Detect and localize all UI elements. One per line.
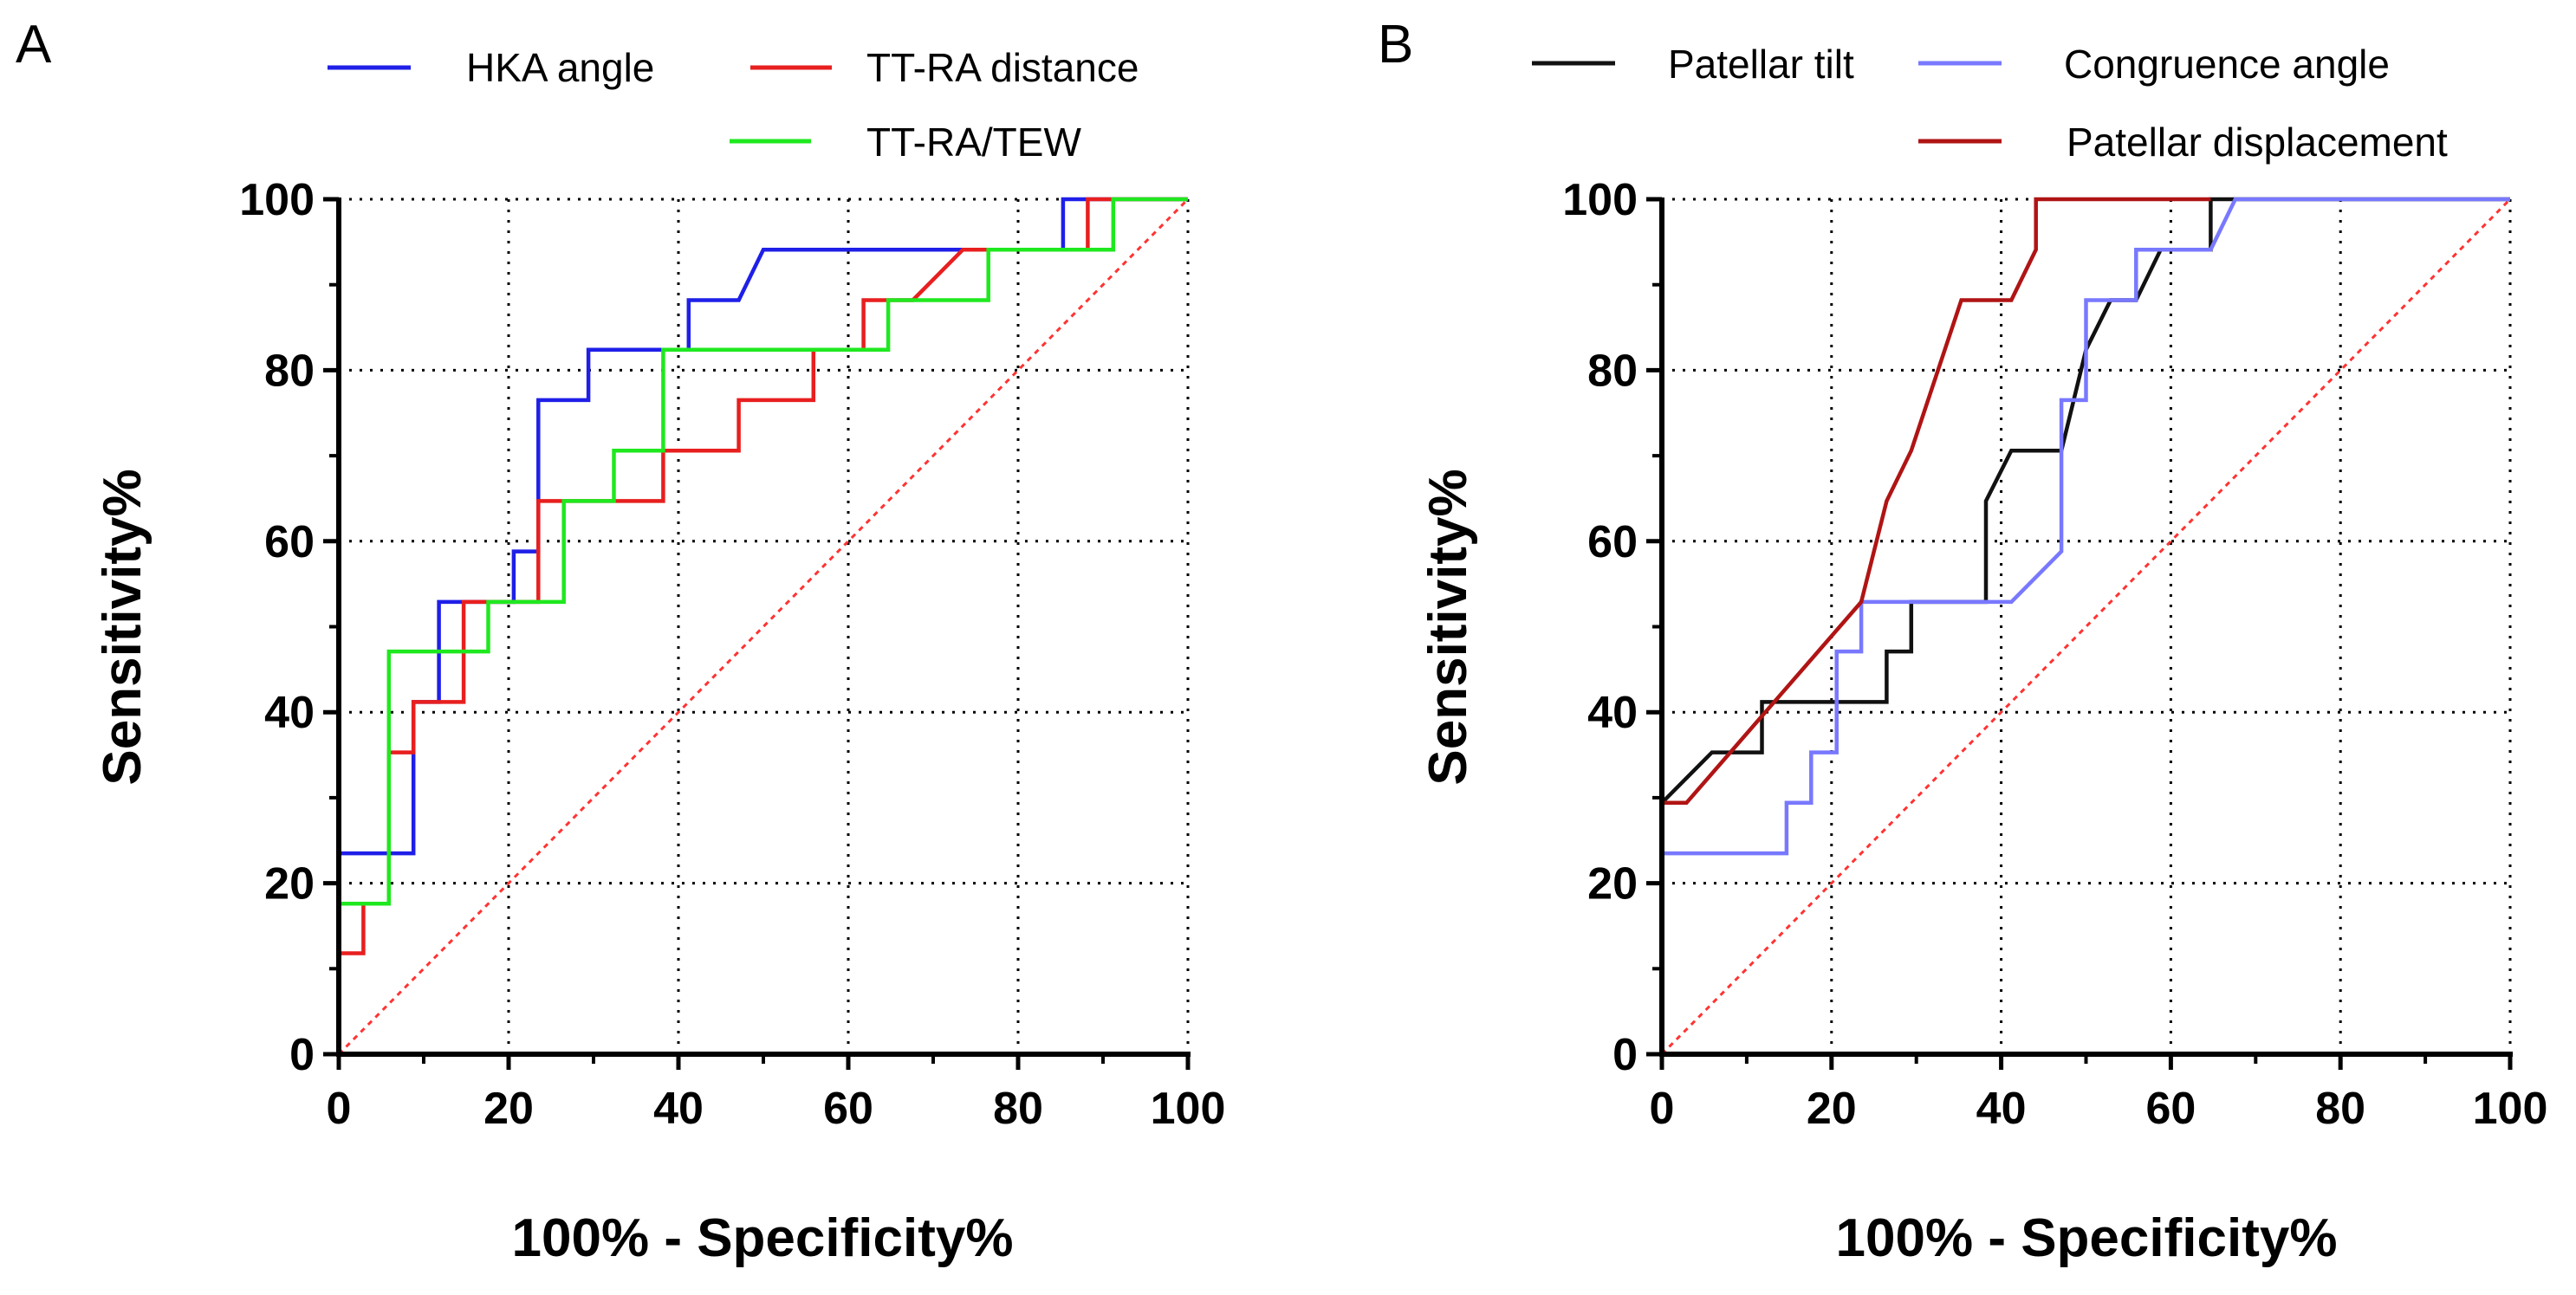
- y-tick-label-b-5: 100: [1562, 175, 1638, 225]
- y-tick-label-a-3: 60: [264, 517, 315, 567]
- diagonal-reference-line-b: [1660, 197, 2512, 1056]
- reference-line-a: [337, 197, 1190, 1056]
- panel-label-a: A: [16, 15, 52, 74]
- x-axis-title-b: 100% - Specificity%: [1836, 1208, 2338, 1268]
- panel-a: A HKA angle TT-RA distance TT-RA/TEW 0 20…: [16, 15, 1225, 1268]
- x-tick-label-b-2: 40: [1976, 1084, 2027, 1134]
- x-tick-label-a-4: 80: [993, 1084, 1043, 1134]
- legend-label-congruence: Congruence angle: [2064, 42, 2390, 87]
- x-tick-label-a-2: 40: [653, 1084, 704, 1134]
- y-tick-label-a-0: 0: [289, 1030, 315, 1080]
- grid-b: [1662, 197, 2512, 1054]
- x-tick-label-a-1: 20: [483, 1084, 534, 1134]
- y-tick-label-b-0: 0: [1612, 1030, 1638, 1080]
- series-line-b-congruence-angle: [1662, 197, 2510, 856]
- y-axis-title-a: Sensitivity%: [93, 469, 152, 785]
- legend-label-ttratew: TT-RA/TEW: [866, 120, 1081, 165]
- legend-label-hka: HKA angle: [466, 45, 654, 90]
- y-tick-label-a-2: 40: [264, 688, 315, 738]
- y-tick-label-b-4: 80: [1587, 346, 1638, 396]
- x-tick-label-b-4: 80: [2315, 1084, 2365, 1134]
- ticks-b: 0 20 40 60 80 100 0 20 40 60 80 100: [1562, 175, 2547, 1134]
- series-a: [336, 197, 1188, 1054]
- diagonal-reference-line-a: [337, 197, 1190, 1056]
- reference-line-b: [1660, 197, 2512, 1056]
- grid-a: [339, 197, 1190, 1054]
- legend-label-tilt: Patellar tilt: [1668, 42, 1854, 87]
- y-tick-label-b-3: 60: [1587, 517, 1638, 567]
- x-tick-label-a-3: 60: [823, 1084, 873, 1134]
- x-tick-label-b-1: 20: [1807, 1084, 1857, 1134]
- x-axis-title-a: 100% - Specificity%: [512, 1208, 1014, 1268]
- y-tick-label-b-2: 40: [1587, 688, 1638, 738]
- y-tick-label-b-1: 20: [1587, 859, 1638, 910]
- legend-label-displacement: Patellar displacement: [2067, 120, 2448, 165]
- y-tick-label-a-1: 20: [264, 859, 315, 910]
- ticks-a: 0 20 40 60 80 100 0 20 40 60 80 100: [239, 175, 1225, 1134]
- x-tick-label-b-5: 100: [2473, 1084, 2548, 1134]
- x-tick-label-b-0: 0: [1650, 1084, 1675, 1134]
- legend-a: HKA angle TT-RA distance TT-RA/TEW: [328, 45, 1139, 165]
- panel-b: B Patellar tilt Congruence angle Patella…: [1378, 15, 2547, 1268]
- legend-b: Patellar tilt Congruence angle Patellar …: [1532, 42, 2448, 165]
- series-line-a-tt-ra-tew: [336, 197, 1188, 1054]
- series-line-b-patellar-displacement: [1662, 197, 2211, 806]
- x-tick-label-a-5: 100: [1151, 1084, 1226, 1134]
- x-tick-label-a-0: 0: [327, 1084, 352, 1134]
- x-tick-label-b-3: 60: [2145, 1084, 2196, 1134]
- legend-label-ttra: TT-RA distance: [866, 45, 1139, 90]
- y-axis-title-b: Sensitivity%: [1418, 469, 1478, 785]
- panel-label-b: B: [1378, 15, 1413, 74]
- y-tick-label-a-4: 80: [264, 346, 315, 396]
- y-tick-label-a-5: 100: [239, 175, 315, 225]
- series-b: [1660, 197, 2510, 856]
